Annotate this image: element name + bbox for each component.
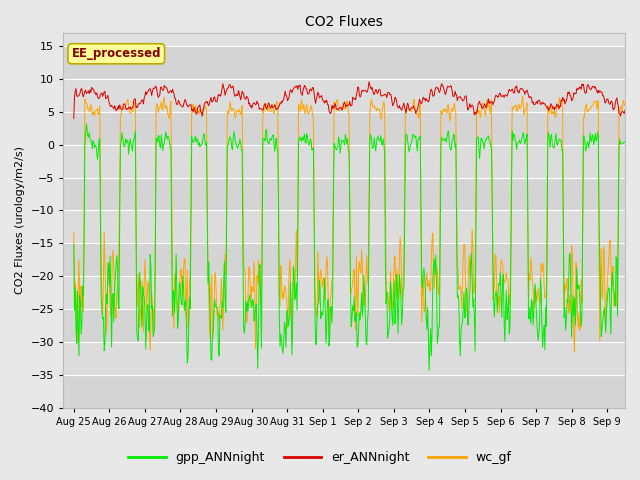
Title: CO2 Fluxes: CO2 Fluxes bbox=[305, 15, 383, 29]
Legend: gpp_ANNnight, er_ANNnight, wc_gf: gpp_ANNnight, er_ANNnight, wc_gf bbox=[123, 446, 517, 469]
Bar bbox=[63, 276, 625, 309]
Text: EE_processed: EE_processed bbox=[72, 48, 161, 60]
Bar bbox=[63, 342, 625, 375]
Bar bbox=[63, 375, 625, 408]
Bar bbox=[63, 243, 625, 276]
Y-axis label: CO2 Fluxes (urology/m2/s): CO2 Fluxes (urology/m2/s) bbox=[15, 146, 25, 294]
Bar bbox=[63, 210, 625, 243]
Bar bbox=[63, 112, 625, 144]
Bar bbox=[63, 309, 625, 342]
Bar bbox=[63, 79, 625, 112]
Bar bbox=[63, 144, 625, 178]
Bar bbox=[63, 178, 625, 210]
Bar bbox=[63, 46, 625, 79]
